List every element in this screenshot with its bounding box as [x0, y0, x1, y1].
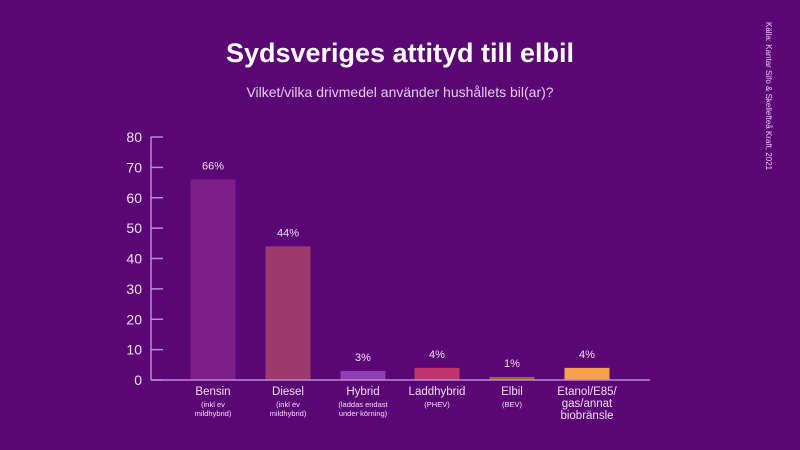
data-label: 4% — [429, 349, 445, 361]
category-note: (inkl ev mildhybrid) — [269, 400, 307, 419]
category-note: (laddas endast under körning) — [338, 400, 388, 419]
bar-laddhybrid — [414, 367, 460, 380]
chart-subtitle: Vilket/vilka drivmedel använder hushålle… — [246, 84, 554, 100]
category-name: Elbil — [501, 386, 523, 398]
x-category-label: Laddhybrid (PHEV) — [392, 386, 482, 409]
bar-bensin — [190, 179, 236, 380]
x-category-label: Hybrid (laddas endast under körning) — [328, 386, 398, 419]
y-tick-label: 70 — [126, 159, 142, 175]
y-tick-label: 60 — [126, 190, 142, 206]
bar-etanol — [564, 367, 610, 380]
category-name: Etanol/E85/ gas/annat biobränsle — [557, 386, 617, 423]
bar-diesel — [265, 246, 311, 380]
y-tick-label: 30 — [126, 281, 142, 297]
category-name: Bensin — [195, 386, 231, 398]
x-category-label: Bensin (inkl ev mildhybrid) — [168, 386, 258, 419]
y-tick-label: 0 — [134, 372, 142, 388]
category-name: Laddhybrid — [408, 386, 466, 398]
y-tick-label: 20 — [126, 311, 142, 327]
bar-hybrid — [340, 370, 386, 380]
data-label: 44% — [277, 227, 299, 239]
y-tick-label: 10 — [126, 342, 142, 358]
chart-title: Sydsveriges attityd till elbil — [225, 38, 575, 68]
x-category-label: Etanol/E85/ gas/annat biobränsle — [549, 386, 625, 422]
source-note: Källa: Kantar Sifo & Skellefteå Kraft, 2… — [764, 22, 773, 171]
data-label: 4% — [579, 349, 595, 361]
category-note: (inkl ev mildhybrid) — [194, 400, 232, 419]
y-tick-label: 80 — [126, 129, 142, 145]
y-tick-label: 40 — [126, 251, 142, 267]
x-category-label: Elbil (BEV) — [467, 386, 557, 409]
category-name: Hybrid — [346, 386, 380, 398]
category-name: Diesel — [272, 386, 304, 398]
data-label: 66% — [202, 161, 224, 173]
data-label: 3% — [355, 352, 371, 364]
y-tick-label: 50 — [126, 220, 142, 236]
category-note: (BEV) — [501, 400, 522, 410]
data-label: 1% — [504, 358, 520, 370]
x-category-label: Diesel (inkl ev mildhybrid) — [243, 386, 333, 419]
bar-elbil — [489, 376, 535, 380]
category-note: (PHEV) — [424, 400, 450, 410]
